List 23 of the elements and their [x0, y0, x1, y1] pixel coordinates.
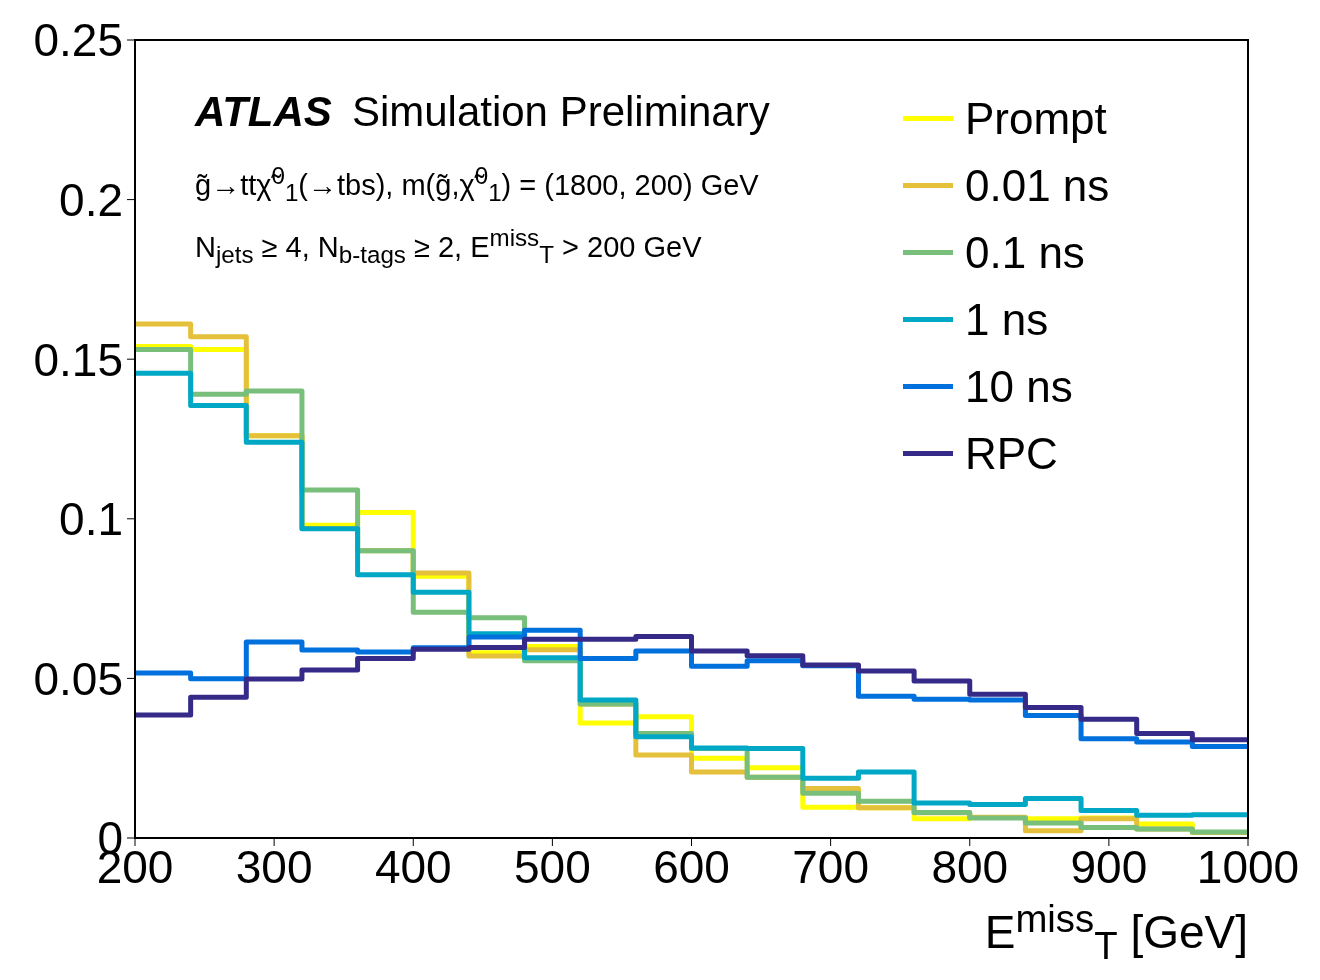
legend-label: RPC [965, 428, 1058, 479]
x-tick-label: 300 [235, 840, 313, 893]
y-tick-label: 0.2 [59, 173, 123, 226]
legend-label: Prompt [965, 93, 1107, 144]
text: ATLAS Simulation Preliminary [195, 88, 770, 135]
legend-label: 0.01 ns [965, 160, 1110, 211]
x-tick-label: 400 [374, 840, 452, 893]
annotation: g̃→ttχ̃$^{0}$$_{1}$(→tbs), m(g̃,χ̃$^{0}$$_{1}$) = (1800, 200) GeV [195, 162, 759, 208]
annotation: N$_{jets}$ ≥ 4, N$_{b-tags}$ ≥ 2, E$^{miss}$$_{T}$ > 200 GeV [195, 224, 702, 270]
y-tick-label: 0.05 [33, 652, 123, 705]
x-tick-label: 700 [792, 840, 869, 893]
y-tick-label: 0.15 [33, 333, 123, 386]
x-axis-title: E$^{miss}$$_{T}$ [GeV] [984, 897, 1248, 968]
legend-label: 0.1 ns [965, 227, 1085, 278]
x-tick-label: 1000 [1196, 840, 1300, 893]
y-tick-label: 0.1 [59, 493, 123, 546]
y-tick-label: 0.25 [33, 14, 123, 67]
legend-label: 10 ns [965, 361, 1073, 412]
x-tick-label: 900 [1070, 840, 1148, 893]
x-tick-label: 600 [653, 840, 730, 893]
x-tick-label: 800 [931, 840, 1009, 893]
legend-label: 1 ns [965, 294, 1049, 345]
x-tick-label: 500 [514, 840, 591, 893]
